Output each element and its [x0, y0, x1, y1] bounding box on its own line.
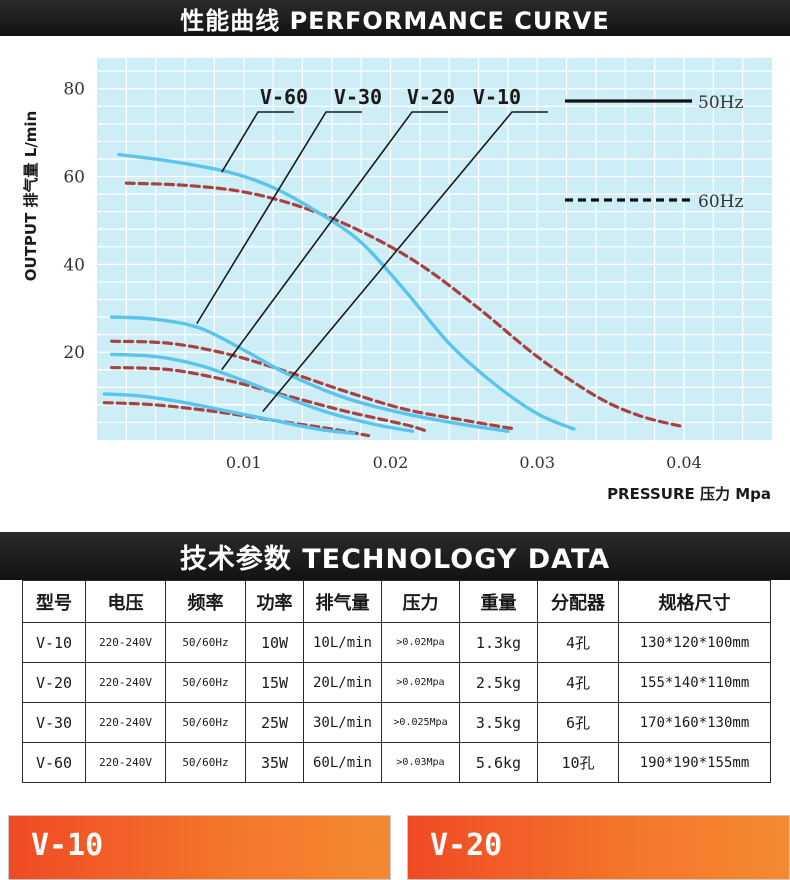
table-header-cell: 分配器 — [537, 580, 619, 623]
model-label: V-30 — [334, 85, 382, 109]
legend-label-50hz: 50Hz — [698, 93, 743, 113]
performance-chart: 0.01 0.02 0.03 0.04 20 40 60 80 PRESSURE 压力 Mpa O… — [0, 36, 790, 532]
table-cell-frequency: 50/60Hz — [165, 662, 246, 703]
table-header-cell: 规格尺寸 — [618, 580, 771, 623]
table-cell-model: V-30 — [22, 702, 86, 743]
table-cell-distributor: 4孔 — [537, 622, 619, 663]
table-header-cell: 排气量 — [303, 580, 382, 623]
x-tick-label: 0.02 — [373, 453, 409, 472]
series-line-v-20-50hz — [109, 352, 415, 433]
model-label: V-10 — [473, 85, 521, 109]
table-cell-pressure: >0.02Mpa — [381, 622, 460, 663]
table-cell-distributor: 4孔 — [537, 662, 619, 703]
table-cell-output: 60L/min — [303, 742, 382, 783]
y-tick-label: 20 — [63, 343, 85, 363]
table-cell-dimensions: 155*140*110mm — [618, 662, 771, 703]
y-tick-label: 40 — [63, 255, 85, 275]
performance-curve-title: 性能曲线 PERFORMANCE CURVE — [180, 6, 610, 35]
table-cell-voltage: 220-240V — [85, 742, 166, 783]
table-cell-pressure: >0.025Mpa — [381, 702, 460, 743]
table-cell-output: 20L/min — [303, 662, 382, 703]
series-line-v-30-50hz — [109, 315, 510, 433]
table-cell-output: 10L/min — [303, 622, 382, 663]
table-header-cell: 重量 — [459, 580, 538, 623]
y-tick-label: 60 — [63, 168, 85, 188]
callout-leader — [221, 111, 448, 371]
table-cell-voltage: 220-240V — [85, 662, 166, 703]
table-cell-dimensions: 190*190*155mm — [618, 742, 771, 783]
table-header-cell: 频率 — [165, 580, 246, 623]
performance-chart-svg: 0.01 0.02 0.03 0.04 20 40 60 80 PRESSURE 压力 Mpa O… — [22, 58, 772, 503]
x-tick-label: 0.03 — [519, 453, 555, 472]
table-cell-weight: 3.5kg — [459, 702, 538, 743]
callout-leader — [221, 111, 294, 173]
series-line-v-10-60hz — [102, 401, 371, 438]
table-row: V-20 220-240V 50/60Hz 15W 20L/min >0.02M… — [22, 662, 771, 703]
table-cell-voltage: 220-240V — [85, 702, 166, 743]
model-label: V-60 — [260, 85, 308, 109]
x-tick-label: 0.01 — [226, 453, 262, 472]
x-axis-label: PRESSURE 压力 Mpa — [607, 485, 771, 503]
series-line-v-60-60hz — [124, 181, 686, 429]
table-cell-voltage: 220-240V — [85, 622, 166, 663]
table-cell-frequency: 50/60Hz — [165, 622, 246, 663]
callout-leader — [262, 111, 548, 412]
table-cell-weight: 1.3kg — [459, 622, 538, 663]
table-cell-model: V-10 — [22, 622, 86, 663]
table-cell-pressure: >0.02Mpa — [381, 662, 460, 703]
table-header-cell: 型号 — [22, 580, 86, 623]
legend-label-60hz: 60Hz — [698, 192, 743, 212]
callout-leader — [196, 111, 362, 325]
product-card-title: V-10 — [31, 828, 104, 863]
y-tick-label: 80 — [63, 80, 85, 100]
table-cell-weight: 2.5kg — [459, 662, 538, 703]
table-cell-frequency: 50/60Hz — [165, 742, 246, 783]
y-axis-label: OUTPUT 排气量 L/min — [22, 111, 40, 282]
table-header-cell: 电压 — [85, 580, 166, 623]
table-cell-dimensions: 170*160*130mm — [618, 702, 771, 743]
table-row: V-30 220-240V 50/60Hz 25W 30L/min >0.025… — [22, 702, 771, 743]
spec-table: 型号 电压 频率 功率 排气量 压力 重量 分配器 规格尺寸 V-10 220-… — [22, 580, 771, 783]
product-card-v20: V-20 — [407, 815, 790, 880]
table-row: V-10 220-240V 50/60Hz 10W 10L/min >0.02M… — [22, 622, 771, 663]
technology-data-title: 技术参数 TECHNOLOGY DATA — [179, 543, 611, 575]
x-tick-label: 0.04 — [666, 453, 702, 472]
table-cell-model: V-60 — [22, 742, 86, 783]
plot-area — [97, 58, 772, 440]
table-header-cell: 压力 — [381, 580, 460, 623]
series-line-v-60-50hz — [117, 152, 576, 431]
series-line-v-20-60hz — [110, 365, 429, 433]
table-cell-power: 35W — [245, 742, 304, 783]
table-header-row: 型号 电压 频率 功率 排气量 压力 重量 分配器 规格尺寸 — [22, 580, 771, 623]
table-cell-power: 25W — [245, 702, 304, 743]
table-cell-distributor: 10孔 — [537, 742, 619, 783]
table-row: V-60 220-240V 50/60Hz 35W 60L/min >0.03M… — [22, 742, 771, 783]
table-cell-dimensions: 130*120*100mm — [618, 622, 771, 663]
table-cell-distributor: 6孔 — [537, 702, 619, 743]
table-header-cell: 功率 — [245, 580, 304, 623]
series-line-v-10-50hz — [102, 392, 356, 436]
table-cell-power: 15W — [245, 662, 304, 703]
model-label: V-20 — [407, 85, 455, 109]
table-cell-pressure: >0.03Mpa — [381, 742, 460, 783]
table-cell-weight: 5.6kg — [459, 742, 538, 783]
technology-data-banner: 技术参数 TECHNOLOGY DATA — [0, 532, 790, 580]
table-cell-frequency: 50/60Hz — [165, 702, 246, 743]
performance-curve-banner: 性能曲线 PERFORMANCE CURVE — [0, 0, 790, 36]
product-card-title: V-20 — [430, 828, 503, 863]
table-cell-output: 30L/min — [303, 702, 382, 743]
table-cell-model: V-20 — [22, 662, 86, 703]
product-card-v10: V-10 — [8, 815, 391, 880]
series-line-v-30-60hz — [110, 339, 517, 431]
table-cell-power: 10W — [245, 622, 304, 663]
